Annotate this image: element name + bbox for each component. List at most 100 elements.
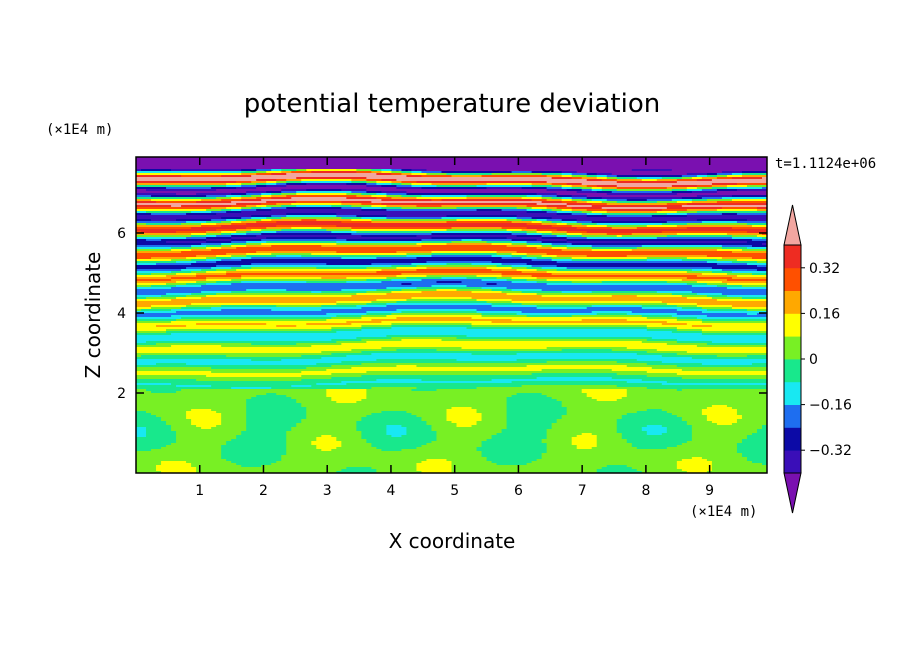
contour-cell [221, 423, 247, 426]
contour-cell [716, 175, 728, 178]
contour-cell [351, 233, 433, 236]
contour-cell [531, 275, 698, 278]
contour-cell [726, 185, 748, 188]
contour-cell [716, 249, 743, 252]
contour-cell [146, 389, 182, 392]
contour-cell [241, 465, 262, 468]
contour-cell [171, 259, 192, 262]
contour-cell [731, 277, 767, 280]
contour-cell [541, 233, 553, 236]
contour-cell [436, 437, 493, 440]
contour-cell [591, 189, 603, 192]
contour-cell [391, 183, 403, 186]
contour-cell [736, 447, 767, 450]
contour-cell [506, 407, 568, 410]
contour-cell [711, 465, 767, 468]
contour-cell [531, 461, 678, 464]
contour-cell [136, 243, 202, 246]
contour-cell [721, 171, 743, 174]
contour-cell [221, 419, 247, 422]
contour-cell [666, 221, 703, 224]
contour-cell [136, 179, 257, 182]
contour-cell [246, 399, 297, 402]
contour-cell [136, 403, 247, 406]
contour-cell [711, 187, 728, 190]
contour-cell [206, 241, 232, 244]
contour-cell [361, 431, 387, 434]
contour-cell [676, 193, 767, 196]
contour-cell [386, 287, 418, 290]
contour-cell [701, 189, 718, 192]
contour-cell [591, 205, 683, 208]
contour-cell [546, 435, 578, 438]
contour-cell [706, 407, 733, 410]
contour-cell [566, 233, 583, 236]
contour-cell [716, 299, 767, 302]
contour-cell [276, 225, 337, 228]
contour-cell [471, 425, 508, 428]
contour-cell [421, 195, 468, 198]
contour-cell [551, 257, 573, 260]
contour-cell [336, 401, 357, 404]
contour-cell [296, 177, 367, 180]
contour-cell [701, 333, 767, 336]
contour-cell [661, 231, 748, 234]
contour-cell [451, 463, 498, 466]
contour-cell [711, 341, 767, 344]
contour-cell [301, 421, 357, 424]
contour-cell [486, 459, 538, 462]
contour-cell [526, 241, 543, 244]
contour-cell [696, 187, 713, 190]
contour-cell [636, 247, 723, 250]
contour-cell [166, 421, 192, 424]
contour-cell [596, 439, 628, 442]
contour-cell [186, 325, 277, 328]
contour-cell [161, 463, 192, 466]
contour-cell [191, 247, 207, 250]
contour-cell [366, 179, 382, 182]
contour-cell [236, 463, 272, 466]
contour-cell [671, 413, 703, 416]
contour-cell [456, 425, 473, 428]
contour-cell [546, 449, 738, 452]
contour-cell [406, 277, 443, 280]
contour-cell [446, 411, 478, 414]
contour-cell [686, 297, 713, 300]
contour-cell [221, 199, 242, 202]
contour-cell [446, 229, 508, 232]
contour-cell [676, 365, 767, 368]
contour-cell [741, 285, 767, 288]
contour-cell [366, 279, 393, 282]
contour-cell [546, 447, 578, 450]
contour-cell [391, 173, 403, 176]
contour-cell [136, 313, 327, 316]
contour-cell [701, 411, 738, 414]
contour-cell [136, 271, 172, 274]
contour-cell [286, 213, 337, 216]
contour-cell [596, 471, 643, 473]
contour-cell [351, 181, 367, 184]
contour-cell [376, 379, 423, 382]
contour-cell [561, 173, 573, 176]
contour-cell [196, 425, 217, 428]
contour-cell [161, 295, 187, 298]
contour-cell [301, 405, 508, 408]
contour-cell [286, 437, 317, 440]
contour-cell [596, 441, 628, 444]
contour-cell [471, 317, 648, 320]
contour-cell [691, 437, 748, 440]
contour-cell [341, 207, 362, 210]
contour-cell [366, 185, 382, 188]
contour-cell [391, 327, 468, 330]
contour-cell [666, 343, 708, 346]
contour-cell [246, 405, 302, 408]
contour-cell [136, 261, 177, 264]
contour-cell [416, 287, 483, 290]
contour-cell [701, 307, 733, 310]
contour-cell [201, 223, 217, 226]
contour-cell [476, 309, 678, 312]
contour-cell [331, 327, 362, 330]
contour-cell [161, 417, 187, 420]
contour-cell [211, 249, 563, 252]
contour-cell [386, 335, 468, 338]
